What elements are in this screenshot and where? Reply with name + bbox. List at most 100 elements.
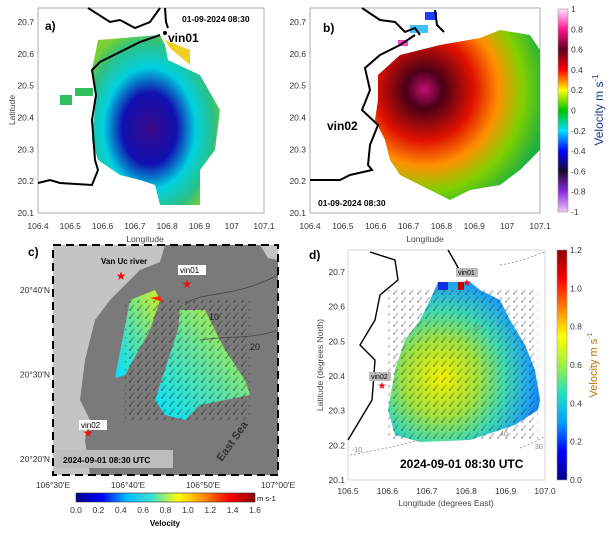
y-tick-label: 20.7 [289, 17, 306, 27]
panel-b-station-label: vin02 [327, 119, 358, 133]
panel-a-velocity-patch [165, 40, 190, 65]
colorbar-tick-label: -0.2 [571, 126, 586, 136]
y-tick-label: 20.1 [328, 475, 345, 485]
colorbar-tick-label: 1.6 [249, 505, 261, 515]
colorbar-tick-label: -1 [571, 207, 579, 217]
panel-d-station-vin02: vin02 [371, 374, 388, 381]
x-tick-label: 106.8 [431, 221, 453, 231]
y-tick-label: 20.4 [17, 113, 34, 123]
x-tick-label: 106.7 [416, 486, 438, 496]
x-tick-label: 106.4 [27, 221, 49, 231]
y-tick-label: 20.7 [328, 267, 345, 277]
panel-b-velocity-field [375, 30, 540, 200]
colorbar-tick-label: 1.0 [570, 283, 582, 293]
panel-d-colorbar-title: Velocity m s-1 [587, 332, 600, 397]
panel-a-xlabel: Longitude [126, 234, 164, 244]
colorbar-tick-label: 0.2 [92, 505, 104, 515]
panel-c-station-vin01: vin01 [180, 266, 200, 275]
x-tick-label: 106.8 [157, 221, 179, 231]
colorbar-tick-label: 0.8 [160, 505, 172, 515]
panel-d-contour-label: 40 [500, 431, 508, 438]
y-tick-label: 20.3 [328, 406, 345, 416]
x-tick-label: 106.6 [92, 221, 114, 231]
y-tick-label: 20.6 [289, 49, 306, 59]
x-tick-label: 106.9 [464, 221, 486, 231]
x-tick-label: 106.5 [60, 221, 82, 231]
panel-a-ylabel: Latitude [7, 95, 17, 126]
radar-marker-icon [163, 31, 167, 35]
y-tick-label: 20°20'N [20, 454, 50, 464]
colorbar-tick-label: 1.2 [570, 245, 582, 255]
panel-d-contour-label: -10 [352, 447, 362, 454]
x-tick-label: 106.7 [398, 221, 420, 231]
panel-b-coastline [310, 34, 416, 181]
panel-b-xlabel: Longitude [406, 234, 444, 244]
x-tick-label: 107.0 [534, 486, 556, 496]
star-icon: ★ [182, 277, 193, 291]
panel-b-timestamp: 01-09-2024 08:30 [318, 198, 386, 208]
panel-b-colorbar-title: Velocity m s-1 [591, 74, 606, 146]
panel-d-coastline [347, 251, 399, 441]
panel-d-xlabel: Longitude (degrees East) [398, 498, 494, 508]
colorbar-tick-label: 0.0 [570, 475, 582, 485]
panel-a-coastline [87, 7, 169, 30]
panel-a-coastline [37, 34, 161, 187]
x-tick-label: 106.4 [299, 221, 321, 231]
colorbar-tick-label: 0.8 [571, 24, 583, 34]
panel-b-colorbar: -1 -0.8 -0.6 -0.4 -0.2 0 0.2 0.4 0.6 0.8 1 [557, 4, 586, 217]
y-tick-label: 20.7 [17, 17, 34, 27]
colorbar-tick-label: -0.8 [571, 187, 586, 197]
x-tick-label: 107°00'E [261, 480, 296, 490]
panel-c-colorbar: 0.0 0.2 0.4 0.6 0.8 1.0 1.2 1.4 1.6 [70, 492, 261, 515]
colorbar-tick-label: 0.6 [570, 360, 582, 370]
colorbar-tick-label: 0.6 [137, 505, 149, 515]
y-tick-label: 20.1 [17, 208, 34, 218]
colorbar-tick-label: 0.8 [570, 322, 582, 332]
x-tick-label: 106.7 [124, 221, 146, 231]
y-tick-label: 20.2 [289, 176, 306, 186]
star-icon: ★ [378, 381, 387, 392]
y-tick-label: 20°40'N [20, 285, 50, 295]
x-tick-label: 106°50'E [186, 480, 221, 490]
x-tick-label: 107 [500, 221, 514, 231]
colorbar-tick-label: 0.2 [571, 85, 583, 95]
colorbar-tick-label: 0.4 [570, 398, 582, 408]
y-tick-label: 20°30'N [20, 370, 50, 380]
panel-c-land [53, 245, 165, 475]
panel-d-contour-label: 30 [535, 444, 543, 451]
panel-d-contour-label: 20 [473, 325, 481, 332]
colorbar-tick-label: -0.6 [571, 166, 586, 176]
panel-c-station-vin02: vin02 [81, 421, 101, 430]
y-tick-label: 20.5 [289, 81, 306, 91]
colorbar-tick-label: 1 [571, 4, 576, 14]
x-tick-label: 106.6 [377, 486, 399, 496]
y-tick-label: 20.1 [289, 208, 306, 218]
colorbar-scale [75, 492, 256, 503]
y-tick-label: 20.3 [289, 144, 306, 154]
panel-a-velocity-field [92, 35, 220, 205]
colorbar-tick-label: 1.4 [227, 505, 239, 515]
panel-d-colorbar: 0.0 0.2 0.4 0.6 0.8 1.0 1.2 [556, 245, 582, 485]
y-tick-label: 20.5 [328, 336, 345, 346]
x-tick-label: 106.9 [495, 486, 517, 496]
y-tick-label: 20.6 [328, 302, 345, 312]
colorbar-tick-label: 0.4 [115, 505, 127, 515]
panel-c-colorbar-unit: m s-1 [257, 494, 276, 503]
panel-b-label: b) [323, 21, 334, 35]
panel-d-timestamp: 2024-09-01 08:30 UTC [400, 457, 524, 471]
x-tick-label: 106.9 [189, 221, 211, 231]
panel-d-station-vin01: vin01 [458, 270, 475, 277]
colorbar-scale [556, 249, 568, 481]
panel-a: a) 01-09-2024 08:30 vin01 106.4 106.5 106.… [7, 7, 275, 244]
x-tick-label: 106.5 [337, 486, 359, 496]
colorbar-tick-label: 1.2 [204, 505, 216, 515]
colorbar-tick-label: 1.0 [182, 505, 194, 515]
y-tick-label: 20.4 [328, 371, 345, 381]
panel-a-timestamp: 01-09-2024 08:30 [182, 14, 250, 24]
panel-c-contour [184, 274, 279, 306]
panel-d-label: d) [309, 248, 320, 262]
panel-c-contour-label: 20 [250, 342, 260, 352]
x-tick-label: 106°30'E [36, 480, 71, 490]
panel-c: 10 20 c) Van Uc river ★ vin01 ★ vin02 ★ … [20, 244, 296, 528]
